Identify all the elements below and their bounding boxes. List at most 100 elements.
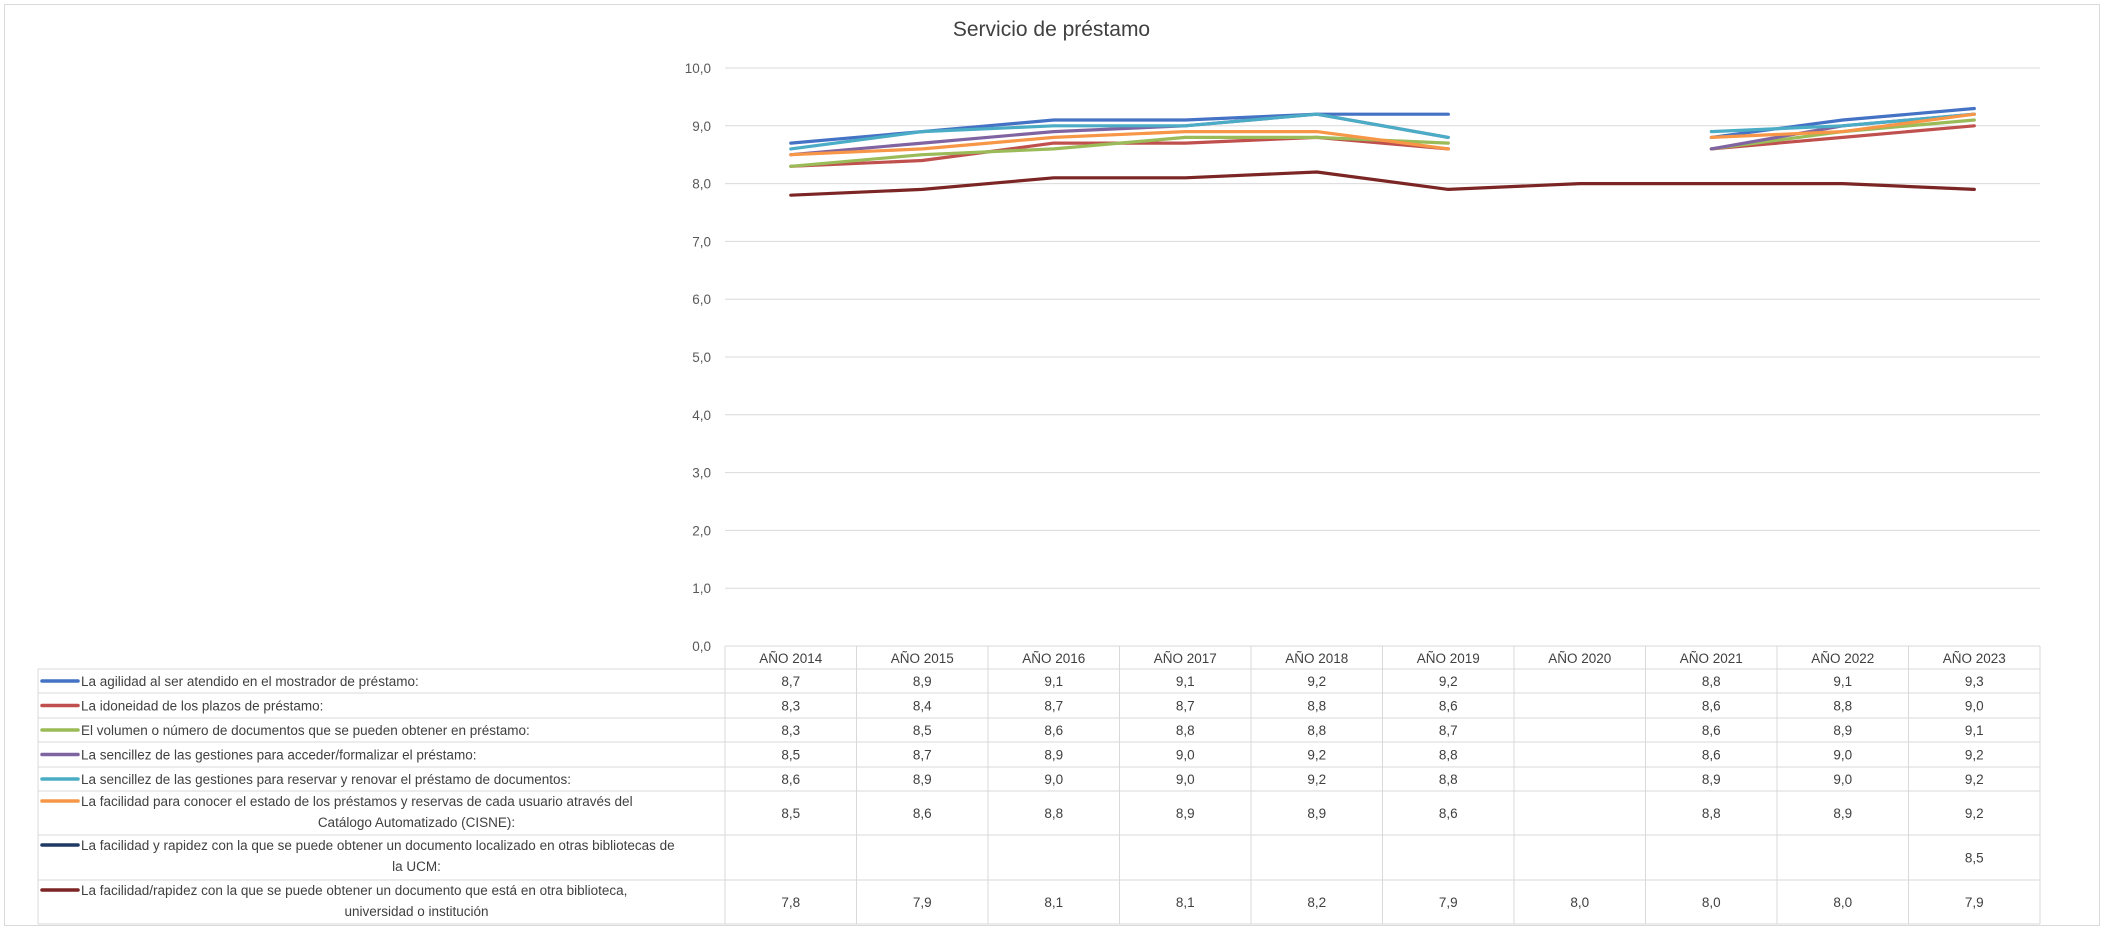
data-cell: 9,1: [1176, 674, 1195, 689]
series-line: [789, 112, 1450, 151]
y-tick-label: 8,0: [692, 177, 711, 192]
data-cell: 8,7: [1176, 699, 1195, 714]
y-tick-label: 4,0: [692, 408, 711, 423]
data-cell: 9,0: [1833, 748, 1852, 763]
data-cell: 8,6: [1702, 748, 1721, 763]
data-cell: 9,2: [1307, 674, 1326, 689]
data-cell: 8,6: [913, 806, 932, 821]
data-cell: 8,0: [1702, 895, 1721, 910]
y-tick-label: 3,0: [692, 466, 711, 481]
data-cell: 8,7: [913, 748, 932, 763]
data-cell: 9,2: [1965, 772, 1984, 787]
data-cell: 8,9: [913, 772, 932, 787]
series-line: [1709, 112, 1976, 139]
data-cell: 8,8: [1439, 772, 1458, 787]
data-cell: 8,3: [781, 723, 800, 738]
legend-label: La idoneidad de los plazos de préstamo:: [81, 699, 323, 714]
data-cell: 7,8: [781, 895, 800, 910]
series-line: [789, 130, 1450, 157]
data-cell: 8,8: [1833, 699, 1852, 714]
chart-frame: [4, 4, 2100, 926]
data-cell: 8,7: [781, 674, 800, 689]
data-cell: 8,8: [1307, 699, 1326, 714]
data-cell: 8,5: [781, 806, 800, 821]
data-cell: 8,0: [1570, 895, 1589, 910]
x-category-label: AÑO 2023: [1943, 651, 2006, 666]
y-tick-label: 9,0: [692, 119, 711, 134]
data-cell: 8,6: [1702, 723, 1721, 738]
data-cell: 8,2: [1307, 895, 1326, 910]
data-cell: 8,9: [1833, 806, 1852, 821]
data-cell: 9,1: [1044, 674, 1063, 689]
legend-label: La agilidad al ser atendido en el mostra…: [81, 674, 419, 689]
x-category-label: AÑO 2021: [1680, 651, 1743, 666]
data-cell: 9,3: [1965, 674, 1984, 689]
legend-label: universidad o institución: [344, 904, 488, 919]
y-tick-label: 0,0: [692, 639, 711, 654]
x-category-label: AÑO 2014: [759, 651, 823, 666]
x-category-label: AÑO 2016: [1022, 651, 1085, 666]
data-cell: 8,6: [781, 772, 800, 787]
data-cell: 9,0: [1176, 748, 1195, 763]
x-category-label: AÑO 2018: [1285, 651, 1348, 666]
data-cell: 9,2: [1965, 748, 1984, 763]
data-cell: 8,4: [913, 699, 932, 714]
data-cell: 8,8: [1176, 723, 1195, 738]
series-line: [789, 135, 1450, 168]
x-category-label: AÑO 2015: [891, 651, 954, 666]
legend-label: El volumen o número de documentos que se…: [81, 723, 530, 738]
data-cell: 8,8: [1044, 806, 1063, 821]
y-tick-label: 5,0: [692, 350, 711, 365]
data-cell: 8,9: [1702, 772, 1721, 787]
legend-label: Catálogo Automatizado (CISNE):: [318, 815, 515, 830]
chart-title: Servicio de préstamo: [0, 18, 2105, 42]
series-line: [789, 170, 1976, 197]
legend-label: La facilidad/rapidez con la que se puede…: [81, 883, 627, 898]
legend-label: La facilidad para conocer el estado de l…: [81, 794, 633, 809]
legend-label: La sencillez de las gestiones para acced…: [81, 748, 476, 763]
legend-label: la UCM:: [392, 859, 441, 874]
data-cell: 8,9: [1176, 806, 1195, 821]
data-cell: 9,0: [1044, 772, 1063, 787]
y-tick-label: 6,0: [692, 292, 711, 307]
data-cell: 8,9: [913, 674, 932, 689]
data-cell: 8,1: [1176, 895, 1195, 910]
data-cell: 7,9: [1439, 895, 1458, 910]
y-tick-label: 10,0: [685, 61, 711, 76]
data-cell: 9,0: [1833, 772, 1852, 787]
data-cell: 8,0: [1833, 895, 1852, 910]
legend-label: La facilidad y rapidez con la que se pue…: [81, 838, 675, 853]
data-cell: 9,2: [1307, 748, 1326, 763]
data-cell: 8,5: [913, 723, 932, 738]
data-cell: 9,2: [1439, 674, 1458, 689]
x-category-label: AÑO 2019: [1417, 651, 1480, 666]
data-cell: 9,1: [1833, 674, 1852, 689]
series-line: [1709, 112, 1976, 134]
data-cell: 9,0: [1176, 772, 1195, 787]
data-cell: 8,6: [1044, 723, 1063, 738]
data-cell: 8,8: [1702, 674, 1721, 689]
data-cell: 8,5: [781, 748, 800, 763]
data-cell: 8,7: [1439, 723, 1458, 738]
data-cell: 9,2: [1965, 806, 1984, 821]
series-line: [1709, 124, 1976, 151]
y-tick-label: 7,0: [692, 234, 711, 249]
data-cell: 8,7: [1044, 699, 1063, 714]
data-cell: 8,8: [1439, 748, 1458, 763]
data-cell: 7,9: [1965, 895, 1984, 910]
data-cell: 9,1: [1965, 723, 1984, 738]
x-category-label: AÑO 2022: [1811, 651, 1874, 666]
chart-title-text: Servicio de préstamo: [952, 18, 1151, 41]
data-cell: 8,8: [1307, 723, 1326, 738]
data-cell: 8,9: [1307, 806, 1326, 821]
legend-label: La sencillez de las gestiones para reser…: [81, 772, 571, 787]
x-category-label: AÑO 2020: [1548, 651, 1611, 666]
data-cell: 8,6: [1439, 699, 1458, 714]
data-cell: 9,2: [1307, 772, 1326, 787]
data-cell: 8,6: [1702, 699, 1721, 714]
data-cell: 8,5: [1965, 851, 1984, 866]
data-cell: 8,6: [1439, 806, 1458, 821]
data-cell: 9,0: [1965, 699, 1984, 714]
y-tick-label: 2,0: [692, 523, 711, 538]
